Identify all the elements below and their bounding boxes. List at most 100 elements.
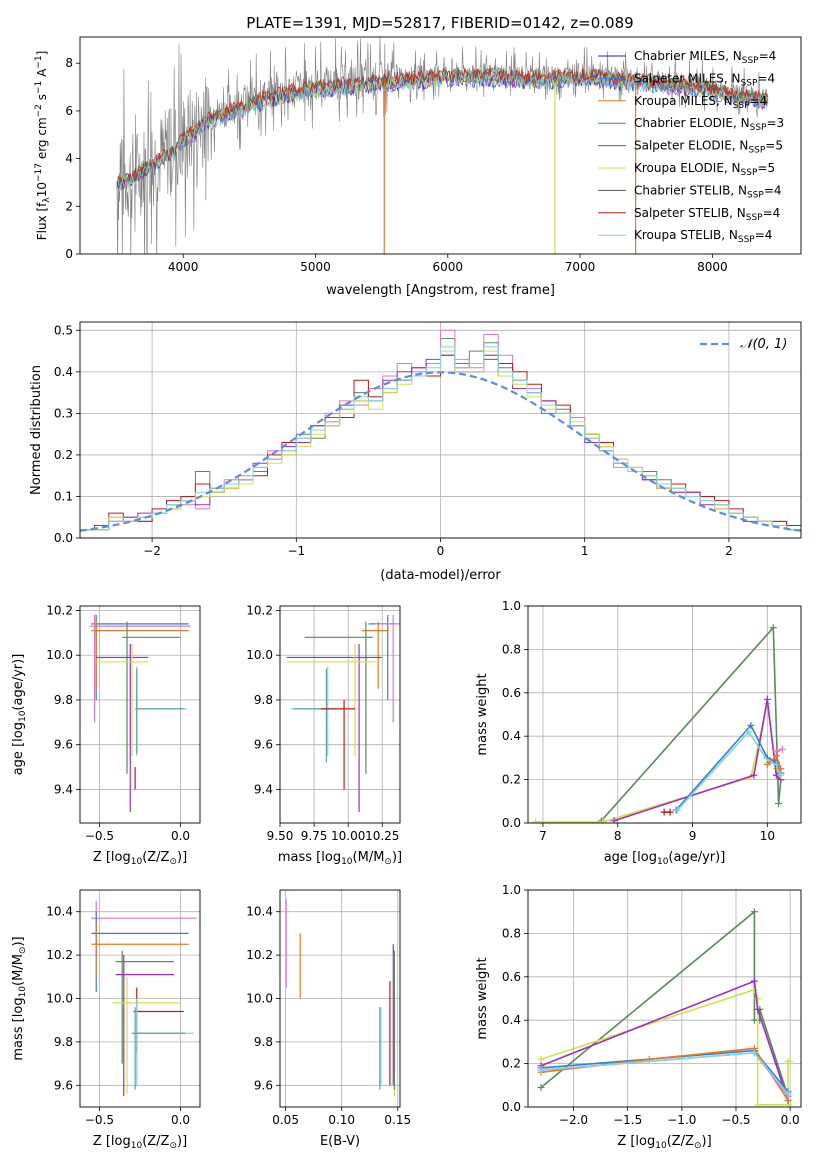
panel-xlabel-part: mass [log	[278, 850, 341, 865]
panel-xlabel-part: (Z/Z	[142, 1134, 169, 1149]
y-tick-label: 10.4	[46, 905, 73, 919]
legend-label: Chabrier MILES, NSSP=4	[634, 49, 776, 66]
panel-ylabel-part: age [log	[11, 722, 26, 775]
y-tick-label: 0.0	[502, 1100, 521, 1114]
y-tick-label: 10.2	[246, 948, 273, 962]
spectrum-ylabel-part: −17	[34, 163, 44, 182]
age-vs-mass-panel: 9.50 9.75 10.00 10.25 9.4 9.6 9.8 10.0 10.2 mass …	[246, 603, 402, 867]
weight-marker	[786, 1057, 794, 1065]
panel-ylabel-part: (age/yr)]	[11, 654, 26, 711]
weight-marker	[660, 808, 668, 816]
legend-label-part: SSP	[738, 235, 755, 245]
weight-marker	[763, 695, 771, 703]
axes-frame	[79, 889, 201, 1108]
legend-label-part: SSP	[741, 78, 758, 88]
y-tick-label: 9.6	[254, 1078, 273, 1092]
y-tick-label: 9.4	[54, 782, 73, 796]
weight-marker	[531, 818, 539, 823]
legend-label-part: SSP	[741, 168, 758, 178]
legend-label: Kroupa ELODIE, NSSP=5	[634, 161, 775, 178]
legend-label-part: Salpeter MILES, N	[634, 71, 741, 85]
y-tick-label: 9.4	[254, 782, 273, 796]
weight-marker	[750, 771, 758, 779]
x-tick-label: 9.75	[301, 829, 328, 843]
weight-marker	[537, 1066, 545, 1074]
panel-xlabel: age [log10(age/yr)]	[604, 850, 726, 867]
weight-marker	[745, 728, 753, 736]
weight-marker	[537, 1055, 545, 1063]
mass-vs-metallicity-panel: −0.5 0.09.69.810.010.210.4Z [log10(Z/Z⊙)]…	[11, 889, 201, 1151]
weight-marker	[777, 765, 785, 773]
weight-series-line	[600, 625, 782, 822]
x-tick-label: −1.5	[613, 1113, 642, 1127]
spectrum-xlabel: wavelength [Angstrom, rest frame]	[326, 283, 555, 298]
y-tick-label: 6	[65, 104, 73, 118]
legend-label-part: =4	[750, 94, 768, 108]
weight-marker	[772, 747, 780, 755]
legend-label-part: Chabrier ELODIE, N	[634, 116, 750, 130]
y-tick-label: 1.0	[502, 599, 521, 613]
spectrum-ylabel-part: ]	[35, 51, 49, 56]
y-tick-label: 10.0	[46, 648, 73, 662]
y-tick-label: 9.8	[254, 693, 273, 707]
legend-label: Kroupa STELIB, NSSP=4	[634, 228, 772, 245]
y-tick-label: 9.6	[54, 1078, 73, 1092]
panel-xlabel-part: age [log	[604, 850, 657, 865]
age-vs-metallicity-panel: −0.5 0.09.49.69.810.010.2Z [log10(Z/Z⊙)]a…	[11, 603, 201, 867]
axes-frame	[527, 889, 802, 1108]
x-tick-label: −0.5	[721, 1113, 750, 1127]
weight-marker	[754, 995, 762, 1002]
weight-marker	[750, 977, 758, 985]
weight-marker	[750, 908, 758, 916]
y-tick-label: 10.2	[46, 603, 73, 617]
y-tick-label: 0.8	[502, 642, 521, 656]
y-tick-label: 2	[65, 199, 73, 213]
y-tick-label: 4	[65, 152, 73, 166]
axes-frame	[79, 321, 802, 539]
y-tick-label: 0.4	[502, 729, 521, 743]
axes-frame	[279, 889, 401, 1108]
legend-label-part: =4	[764, 183, 782, 197]
gaussian-curve	[80, 371, 801, 532]
axes-frame	[79, 605, 201, 824]
spectrum-ylabel-part: A	[35, 68, 49, 81]
residuals-ylabel: Normed distribution	[29, 365, 44, 495]
y-tick-label: 0.3	[54, 406, 73, 420]
panel-xlabel: mass [log10(M/M⊙)]	[278, 850, 402, 867]
panel-xlabel-part: ⊙	[169, 1141, 177, 1151]
spectrum-model-line	[116, 68, 769, 190]
y-tick-label: 9.8	[254, 1035, 273, 1049]
plot-area	[89, 614, 191, 812]
y-tick-label: 8	[65, 56, 73, 70]
mass-vs-ebv-panel: 0.05 0.10 0.15 9.6 9.8 10.0 10.2 10.4 E(B-V)	[246, 889, 411, 1149]
axes-frame	[527, 605, 802, 824]
spectrum-ylabel-part: erg cm	[35, 117, 49, 163]
histogram-series	[80, 346, 801, 531]
panel-xlabel-part: )]	[177, 1134, 187, 1149]
legend-label: 𝒩(0, 1)	[740, 337, 787, 352]
y-tick-label: 10.2	[46, 948, 73, 962]
panel-ylabel-part: ⊙	[18, 947, 28, 955]
y-tick-label: 0.6	[502, 970, 521, 984]
legend-label-part: Kroupa MILES, N	[634, 94, 733, 108]
legend-label-part: =4	[755, 228, 773, 242]
axes-frame	[279, 605, 401, 824]
weight-marker	[599, 818, 607, 823]
panel-xlabel-part: )]	[392, 850, 402, 865]
legend-label-part: Chabrier STELIB, N	[634, 183, 747, 197]
legend-label-part: Kroupa STELIB, N	[634, 228, 738, 242]
residuals-panel: −2 −1 0 1 2 0.0 0.1 0.2 0.3 0.4 0.5 (data-model)/er…	[29, 321, 802, 583]
legend-label: Chabrier STELIB, NSSP=4	[634, 183, 782, 200]
panel-xlabel-part: (M/M	[353, 850, 385, 865]
panel-xlabel-part: 10	[655, 1141, 667, 1151]
legend-label: Salpeter ELODIE, NSSP=5	[634, 139, 783, 156]
weight-marker	[537, 1083, 545, 1091]
spectrum-ylabel-part: 10	[35, 182, 49, 197]
panel-ylabel-part: (M/M	[11, 954, 26, 986]
legend-label-part: SSP	[746, 213, 763, 223]
spectrum-ylabel-part: s	[35, 94, 49, 104]
y-tick-label: 0.0	[54, 531, 73, 545]
weight-marker	[778, 745, 786, 753]
x-tick-label: 6000	[433, 260, 464, 274]
x-tick-label: 0.15	[384, 1113, 411, 1127]
